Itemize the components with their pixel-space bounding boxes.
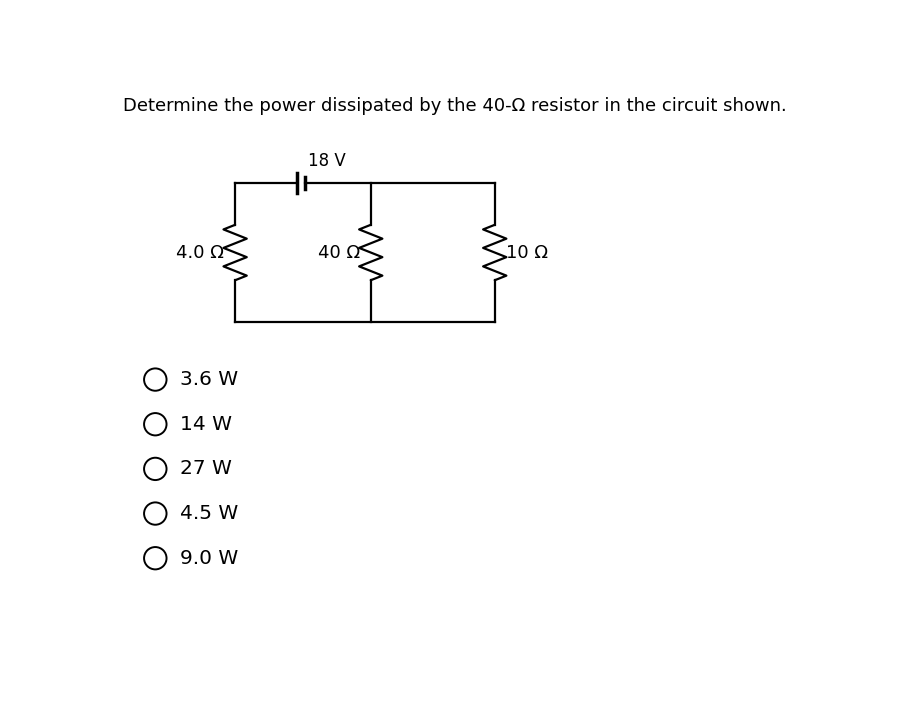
Text: 9.0 W: 9.0 W: [180, 549, 238, 567]
Text: 14 W: 14 W: [180, 414, 232, 434]
Text: Determine the power dissipated by the 40-Ω resistor in the circuit shown.: Determine the power dissipated by the 40…: [122, 97, 786, 115]
Text: 40 Ω: 40 Ω: [317, 244, 359, 261]
Text: 10 Ω: 10 Ω: [505, 244, 547, 261]
Text: 3.6 W: 3.6 W: [180, 370, 238, 389]
Text: 4.5 W: 4.5 W: [180, 504, 238, 523]
Text: 27 W: 27 W: [180, 459, 232, 478]
Text: 18 V: 18 V: [308, 152, 346, 170]
Text: 4.0 Ω: 4.0 Ω: [176, 244, 224, 261]
